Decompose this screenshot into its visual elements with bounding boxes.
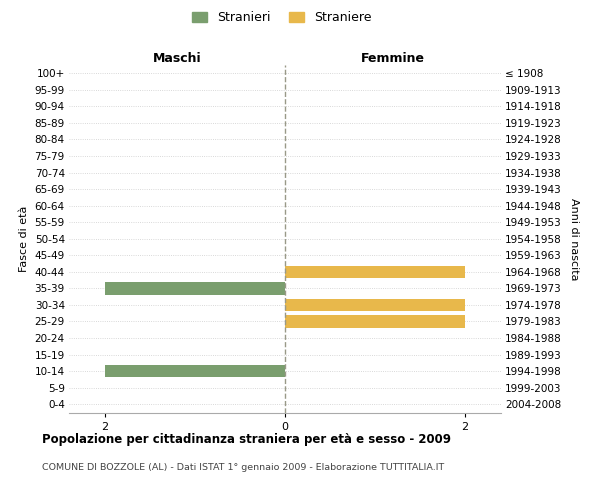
Text: Femmine: Femmine	[361, 52, 425, 65]
Bar	[105, 365, 285, 378]
Text: COMUNE DI BOZZOLE (AL) - Dati ISTAT 1° gennaio 2009 - Elaborazione TUTTITALIA.IT: COMUNE DI BOZZOLE (AL) - Dati ISTAT 1° g…	[42, 462, 444, 471]
Legend: Stranieri, Straniere: Stranieri, Straniere	[187, 6, 377, 29]
Text: Maschi: Maschi	[152, 52, 202, 65]
Y-axis label: Fasce di età: Fasce di età	[19, 206, 29, 272]
Text: Popolazione per cittadinanza straniera per età e sesso - 2009: Popolazione per cittadinanza straniera p…	[42, 432, 451, 446]
Bar	[285, 316, 465, 328]
Bar	[285, 298, 465, 311]
Y-axis label: Anni di nascita: Anni di nascita	[569, 198, 578, 280]
Bar	[105, 282, 285, 294]
Bar	[285, 266, 465, 278]
